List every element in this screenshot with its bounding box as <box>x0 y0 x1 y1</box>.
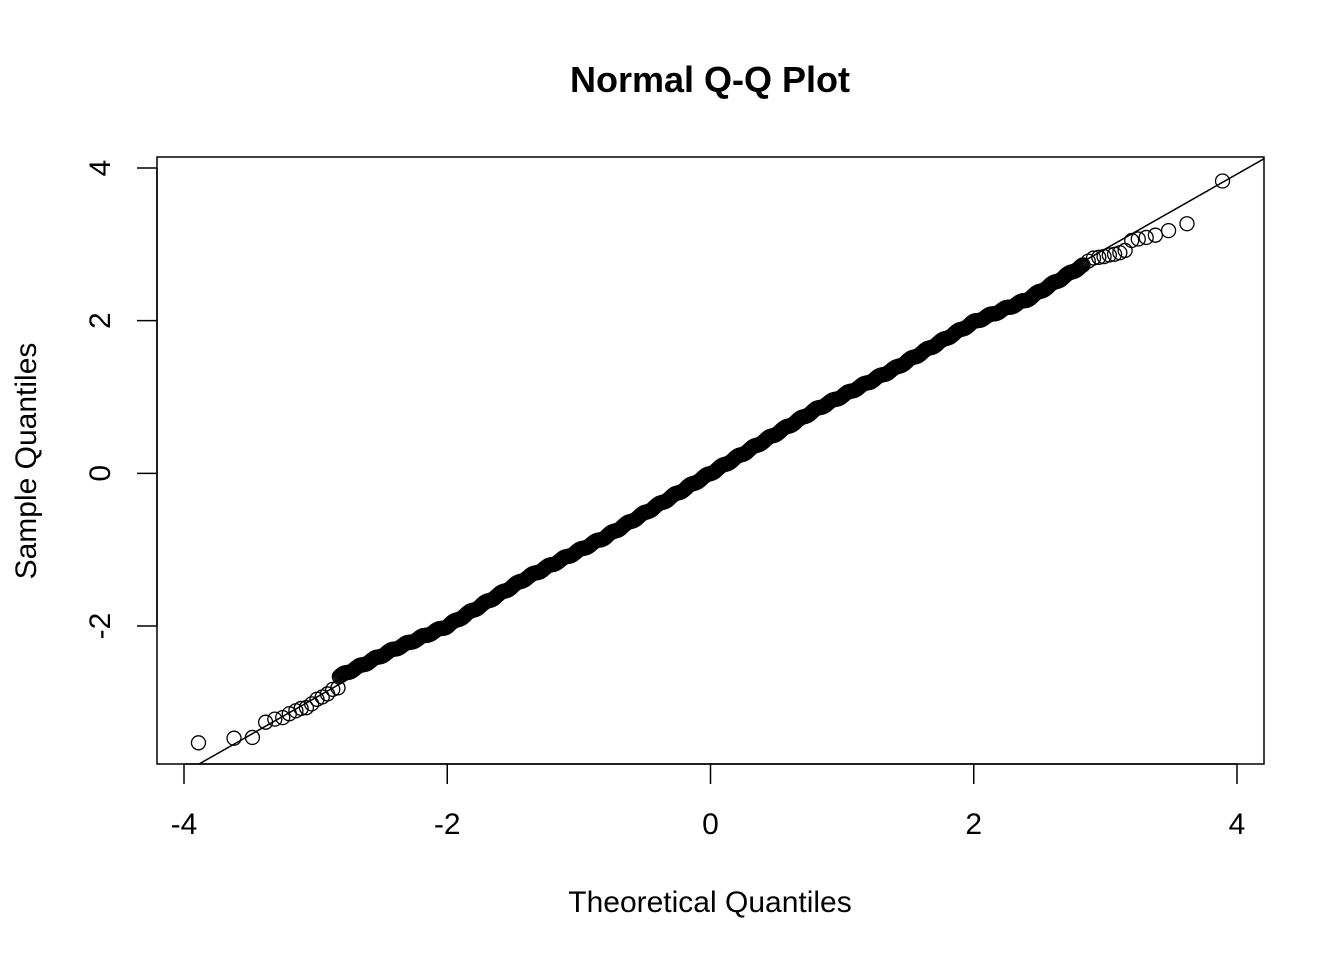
data-points <box>190 173 1231 751</box>
data-point <box>1072 258 1089 275</box>
x-tick-label: 2 <box>965 808 982 841</box>
y-tick-label: 4 <box>84 160 117 177</box>
data-point <box>1160 222 1177 239</box>
data-point <box>1124 232 1140 249</box>
data-point <box>244 729 261 746</box>
data-point <box>1214 173 1231 189</box>
y-axis-label: Sample Quantiles <box>10 343 43 580</box>
y-tick-label: 0 <box>84 465 117 482</box>
x-tick-label: 4 <box>1229 808 1246 841</box>
data-point <box>1179 216 1195 232</box>
data-point <box>1070 260 1087 277</box>
data-point <box>1069 261 1086 278</box>
data-point <box>1147 227 1164 243</box>
plot-frame <box>156 156 1265 765</box>
x-axis: -4 -2 0 2 4 <box>171 763 1246 841</box>
data-point <box>293 700 309 717</box>
x-axis-label: Theoretical Quantiles <box>568 886 851 919</box>
data-point <box>304 696 320 712</box>
data-point <box>298 700 315 716</box>
y-tick-label: 2 <box>84 312 117 329</box>
y-tick-label: -2 <box>84 613 117 640</box>
data-point <box>257 714 274 730</box>
data-point <box>1138 229 1154 246</box>
x-tick-label: -4 <box>171 808 198 841</box>
data-point <box>1130 231 1146 247</box>
data-point <box>190 735 207 751</box>
data-point <box>267 711 283 727</box>
data-point <box>330 680 346 696</box>
data-point <box>1075 257 1091 273</box>
data-point <box>1101 247 1117 263</box>
x-tick-label: -2 <box>434 808 461 841</box>
reference-line <box>197 157 1264 764</box>
data-point <box>1091 249 1107 265</box>
data-point <box>1085 250 1102 266</box>
data-point <box>226 730 242 746</box>
reference-line-group <box>197 157 1264 764</box>
chart-title: Normal Q-Q Plot <box>570 59 850 100</box>
y-axis: -2 0 2 4 <box>84 160 158 640</box>
x-tick-label: 0 <box>702 808 719 841</box>
